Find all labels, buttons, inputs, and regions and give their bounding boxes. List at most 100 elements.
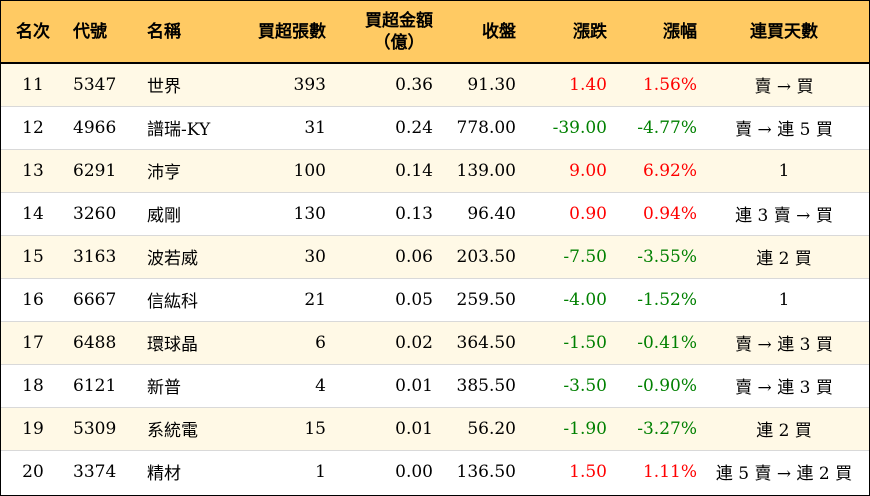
table-row[interactable]: 16 6667 信紘科 21 0.05 259.50 -4.00 -1.52% 1: [1, 277, 869, 321]
net-buy-lots-cell: 15: [243, 406, 326, 450]
close-cell: 136.50: [433, 449, 516, 493]
streak-cell: 連 5 賣 → 連 2 買: [697, 449, 869, 493]
name-cell: 精材: [137, 449, 243, 493]
net-buy-lots-cell: 130: [243, 191, 326, 235]
net-buy-amount-cell: 0.01: [326, 363, 433, 407]
net-buy-lots-cell: 6: [243, 320, 326, 364]
table-body: 11 5347 世界 393 0.36 91.30 1.40 1.56% 賣 → 買 12 4966…: [1, 62, 869, 493]
change-pct-cell: 0.94%: [607, 191, 697, 235]
net-buy-amount-cell: 0.14: [326, 148, 433, 192]
name-cell: 世界: [137, 62, 243, 106]
net-buy-amount-cell: 0.13: [326, 191, 433, 235]
net-buy-lots-cell: 4: [243, 363, 326, 407]
change-cell: -39.00: [516, 105, 607, 149]
rank-cell: 19: [1, 406, 65, 450]
code-cell: 3163: [65, 234, 137, 278]
streak-cell: 連 3 賣 → 買: [697, 191, 869, 235]
streak-cell: 賣 → 連 5 買: [697, 105, 869, 149]
table-header: 名次 代號 名稱 買超張數 買超金額 （億） 收盤 漲跌 漲幅 連買天數: [1, 1, 869, 63]
net-buy-amount-cell: 0.05: [326, 277, 433, 321]
name-cell: 威剛: [137, 191, 243, 235]
change-cell: 0.90: [516, 191, 607, 235]
col-change-header: 漲跌: [573, 21, 607, 42]
net-buy-lots-cell: 1: [243, 449, 326, 493]
change-cell: -3.50: [516, 363, 607, 407]
change-cell: 1.40: [516, 62, 607, 106]
close-cell: 364.50: [433, 320, 516, 364]
name-cell: 環球晶: [137, 320, 243, 364]
col-net-buy-amount-header: 買超金額 （億）: [326, 1, 433, 63]
rank-cell: 15: [1, 234, 65, 278]
close-cell: 778.00: [433, 105, 516, 149]
streak-cell: 1: [697, 148, 869, 192]
change-pct-cell: -1.52%: [607, 277, 697, 321]
rank-cell: 11: [1, 62, 65, 106]
close-cell: 259.50: [433, 277, 516, 321]
table-row[interactable]: 19 5309 系統電 15 0.01 56.20 -1.90 -3.27% 連 2 買: [1, 406, 869, 450]
net-buy-lots-cell: 31: [243, 105, 326, 149]
col-change-pct-header: 漲幅: [663, 21, 697, 42]
change-cell: -1.50: [516, 320, 607, 364]
table-row[interactable]: 13 6291 沛亨 100 0.14 139.00 9.00 6.92% 1: [1, 148, 869, 192]
code-cell: 5309: [65, 406, 137, 450]
change-pct-cell: 6.92%: [607, 148, 697, 192]
table-row[interactable]: 12 4966 譜瑞-KY 31 0.24 778.00 -39.00 -4.77% 賣 → 連…: [1, 105, 869, 149]
change-cell: -1.90: [516, 406, 607, 450]
code-cell: 6488: [65, 320, 137, 364]
change-pct-cell: -3.55%: [607, 234, 697, 278]
close-cell: 385.50: [433, 363, 516, 407]
change-pct-cell: -3.27%: [607, 406, 697, 450]
net-buy-lots-cell: 21: [243, 277, 326, 321]
change-pct-cell: -0.90%: [607, 363, 697, 407]
code-cell: 4966: [65, 105, 137, 149]
net-buy-amount-cell: 0.24: [326, 105, 433, 149]
close-cell: 56.20: [433, 406, 516, 450]
table-row[interactable]: 18 6121 新普 4 0.01 385.50 -3.50 -0.90% 賣 → 連 3 買: [1, 363, 869, 407]
net-buy-lots-cell: 30: [243, 234, 326, 278]
streak-cell: 1: [697, 277, 869, 321]
name-cell: 譜瑞-KY: [137, 105, 243, 149]
net-buy-amount-cell: 0.00: [326, 449, 433, 493]
streak-cell: 賣 → 連 3 買: [697, 363, 869, 407]
close-cell: 96.40: [433, 191, 516, 235]
net-buy-amount-cell: 0.36: [326, 62, 433, 106]
col-net-buy-lots-header: 買超張數: [258, 21, 326, 42]
table-row[interactable]: 17 6488 環球晶 6 0.02 364.50 -1.50 -0.41% 賣 → 連 3 買: [1, 320, 869, 364]
table-row[interactable]: 15 3163 波若威 30 0.06 203.50 -7.50 -3.55% 連 2 買: [1, 234, 869, 278]
code-cell: 3374: [65, 449, 137, 493]
net-buy-lots-cell: 393: [243, 62, 326, 106]
net-buy-amount-cell: 0.02: [326, 320, 433, 364]
change-cell: 1.50: [516, 449, 607, 493]
net-buy-lots-cell: 100: [243, 148, 326, 192]
rank-cell: 14: [1, 191, 65, 235]
change-pct-cell: -4.77%: [607, 105, 697, 149]
streak-cell: 賣 → 連 3 買: [697, 320, 869, 364]
table-row[interactable]: 14 3260 威剛 130 0.13 96.40 0.90 0.94% 連 3 賣 → 買: [1, 191, 869, 235]
name-cell: 系統電: [137, 406, 243, 450]
name-cell: 沛亨: [137, 148, 243, 192]
change-pct-cell: 1.56%: [607, 62, 697, 106]
net-buy-amount-header-line1: 買超金額: [365, 10, 433, 31]
rank-cell: 16: [1, 277, 65, 321]
close-cell: 139.00: [433, 148, 516, 192]
col-close-header: 收盤: [482, 21, 516, 42]
streak-cell: 賣 → 買: [697, 62, 869, 106]
name-cell: 新普: [137, 363, 243, 407]
change-cell: -4.00: [516, 277, 607, 321]
code-cell: 6291: [65, 148, 137, 192]
table-row[interactable]: 11 5347 世界 393 0.36 91.30 1.40 1.56% 賣 → 買: [1, 62, 869, 106]
col-code-header: 代號: [73, 21, 107, 42]
net-buy-amount-cell: 0.06: [326, 234, 433, 278]
name-cell: 信紘科: [137, 277, 243, 321]
net-buy-amount-header-line2: （億）: [373, 32, 425, 53]
net-buy-amount-cell: 0.01: [326, 406, 433, 450]
change-cell: 9.00: [516, 148, 607, 192]
streak-cell: 連 2 買: [697, 406, 869, 450]
col-rank-header: 名次: [16, 21, 50, 42]
rank-cell: 20: [1, 449, 65, 493]
table-row[interactable]: 20 3374 精材 1 0.00 136.50 1.50 1.11% 連 5 賣 → 連 2 …: [1, 449, 869, 493]
header-row: 名次 代號 名稱 買超張數 買超金額 （億） 收盤 漲跌 漲幅 連買天數: [1, 1, 869, 63]
col-name-header: 名稱: [147, 21, 181, 42]
